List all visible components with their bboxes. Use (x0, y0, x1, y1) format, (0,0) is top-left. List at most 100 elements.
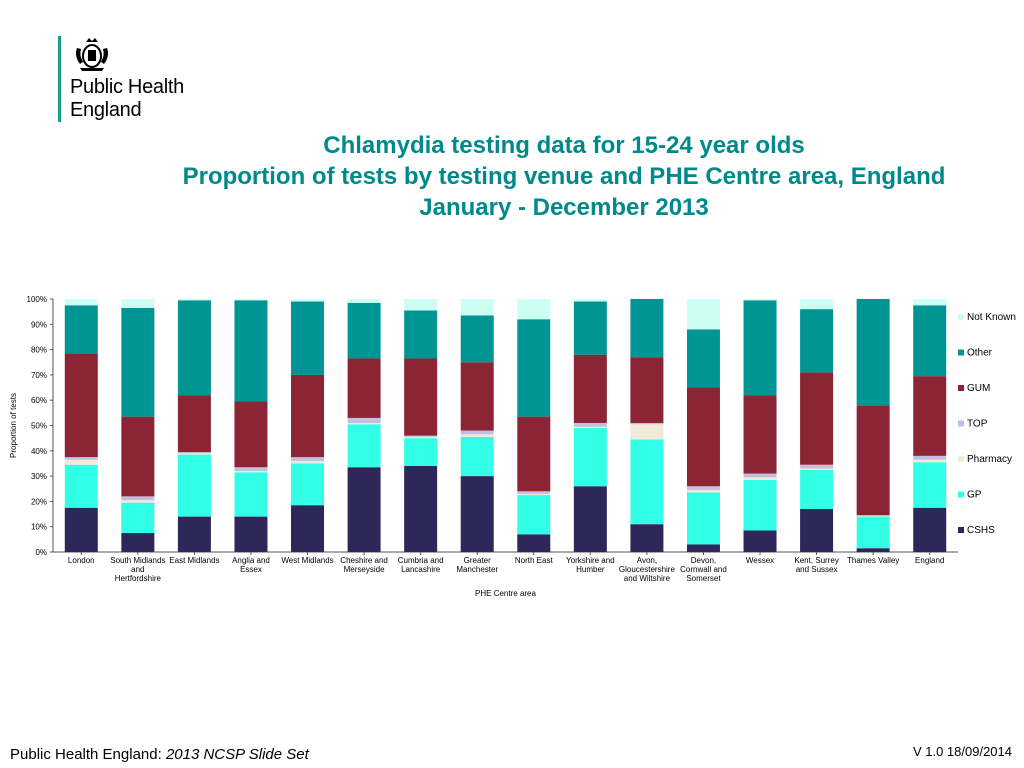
x-tick-label: Devon, (691, 556, 716, 565)
bar-segment-cshs (121, 533, 155, 552)
logo-divider (58, 36, 61, 122)
bar-segment-top (630, 422, 664, 425)
bar-segment-pharmacy (404, 436, 438, 439)
title-line1: Chlamydia testing data for 15-24 year ol… (323, 132, 805, 159)
bar-segment-gp (686, 492, 720, 545)
legend-label: Pharmacy (967, 454, 1012, 465)
bar-segment-cshs (460, 476, 494, 552)
bar-segment-top (573, 422, 607, 427)
bar-segment-not-known (800, 299, 834, 310)
bar-segment-gum (743, 395, 777, 474)
x-tick-label: East Midlands (169, 556, 219, 565)
bar-segment-other (743, 300, 777, 396)
bar-segment-cshs (913, 507, 947, 552)
stacked-bar-chart: 0% 10% 20% 30% 40% 50% 60% 70% 80% 90% 100% Proport… (9, 295, 1016, 598)
bar-segment-top (800, 464, 834, 469)
bar-segment-gum (347, 358, 381, 418)
bar-segment-gp (913, 462, 947, 508)
bar-segment-pharmacy (177, 453, 211, 455)
bar-segment-top (517, 491, 551, 494)
bar-segment-top (460, 430, 494, 435)
y-tick-label: 70% (31, 371, 47, 380)
bar-segment-other (856, 299, 890, 406)
bar-segment-gp (404, 438, 438, 466)
bar-segment-gp (517, 495, 551, 535)
bar-segment-other (291, 301, 325, 375)
bar-segment-cshs (856, 548, 890, 552)
bar-segment-pharmacy (291, 460, 325, 464)
bar-segment-other (234, 300, 268, 402)
bar-segment-pharmacy (573, 426, 607, 429)
bar-segment-other (347, 302, 381, 359)
bar-segment-gum (177, 395, 211, 453)
bar-segment-gum (64, 353, 98, 458)
bar-segment-gum (856, 405, 890, 516)
bar-segment-gum (573, 354, 607, 423)
x-tick-label: Manchester (456, 565, 498, 574)
y-tick-label: 100% (27, 295, 47, 304)
bar-segment-pharmacy (913, 459, 947, 463)
bar-segment-gp (347, 424, 381, 468)
y-tick-label: 20% (31, 497, 47, 506)
y-tick-label: 40% (31, 447, 47, 456)
y-tick-label: 10% (31, 523, 47, 532)
bar-segment-cshs (517, 534, 551, 552)
bar-segment-pharmacy (800, 468, 834, 470)
bar-segment-other (121, 307, 155, 417)
x-tick-label: London (68, 556, 95, 565)
bar-segment-not-known (64, 299, 98, 306)
bar-segment-other (517, 319, 551, 417)
bar-segment-not-known (460, 299, 494, 316)
legend-label: CSHS (967, 525, 995, 536)
x-tick-label: Gloucestershire (619, 565, 676, 574)
bar-segment-gum (460, 362, 494, 431)
x-tick-label: South Midlands (110, 556, 165, 565)
y-axis-title: Proportion of tests (9, 393, 18, 458)
logo-text-line1: Public Health (70, 76, 184, 98)
bar-segment-gp (460, 436, 494, 477)
bar-segment-gp (630, 439, 664, 525)
bar-segment-pharmacy (347, 422, 381, 425)
footer-source-prefix: Public Health England: (10, 746, 166, 763)
legend-swatch (958, 491, 964, 498)
bar-segment-pharmacy (630, 424, 664, 440)
legend-label: Not Known (967, 312, 1016, 323)
bar-segment-top (121, 496, 155, 501)
title-line3: January - December 2013 (419, 194, 709, 221)
x-tick-label: Humber (576, 565, 605, 574)
bar-segment-not-known (517, 299, 551, 320)
x-tick-label: Anglia and (232, 556, 270, 565)
footer-source-title: 2013 NCSP Slide Set (165, 746, 309, 763)
bar-segment-top (404, 435, 438, 437)
phe-logo: Public Health England (58, 36, 228, 126)
bar-segment-gum (800, 372, 834, 465)
bar-segment-gp (573, 428, 607, 487)
bar-segment-gp (800, 469, 834, 509)
bar-segment-other (573, 301, 607, 355)
bar-segment-top (64, 457, 98, 460)
bar-segment-other (460, 315, 494, 363)
bar-segment-cshs (64, 507, 98, 552)
x-tick-label: Wessex (746, 556, 774, 565)
logo-text-line2: England (70, 99, 142, 121)
bar-segment-cshs (743, 530, 777, 552)
y-tick-label: 60% (31, 396, 47, 405)
bar-segment-other (913, 305, 947, 377)
bar-segment-cshs (347, 467, 381, 552)
bar-segment-top (743, 473, 777, 478)
bar-segment-not-known (121, 299, 155, 308)
x-tick-label: Greater (464, 556, 491, 565)
bar-segment-gp (234, 472, 268, 517)
x-tick-label: Lancashire (401, 565, 441, 574)
bar-segment-other (630, 299, 664, 358)
bar-segment-cshs (630, 524, 664, 552)
bar-segment-cshs (234, 516, 268, 552)
footer-version: V 1.0 18/09/2014 (912, 744, 1012, 759)
footer-source: Public Health England: 2013 NCSP Slide S… (10, 746, 309, 763)
bar-segment-top (686, 486, 720, 491)
x-tick-label: Essex (240, 565, 262, 574)
bar-segment-pharmacy (121, 500, 155, 503)
bar-segment-other (686, 329, 720, 388)
y-tick-label: 0% (35, 548, 47, 557)
title-line2: Proportion of tests by testing venue and… (182, 163, 946, 190)
